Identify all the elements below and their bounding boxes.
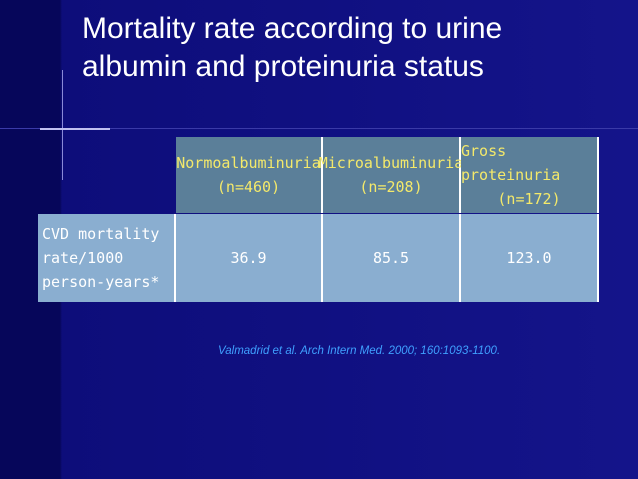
column-header: Gross proteinuria (n=172) xyxy=(461,137,599,213)
table-cell: 36.9 xyxy=(176,214,323,302)
cell-text: Microalbuminuria xyxy=(318,154,464,172)
table-cell: 123.0 xyxy=(461,214,599,302)
citation: Valmadrid et al. Arch Intern Med. 2000; … xyxy=(218,345,501,357)
title-line: albumin and proteinuria status xyxy=(82,50,484,83)
cell-text: rate/1000 xyxy=(42,249,124,267)
table-cell: 85.5 xyxy=(323,214,461,302)
cell-text: Normoalbuminuria xyxy=(176,154,321,172)
decor-line xyxy=(40,128,110,130)
title-line: Mortality rate according to urine xyxy=(82,12,503,45)
column-header: Normoalbuminuria (n=460) xyxy=(176,137,323,213)
cell-text: CVD mortality xyxy=(42,225,160,243)
cell-text: person-years* xyxy=(42,273,160,291)
decor-line xyxy=(62,70,63,180)
slide-title: Mortality rate according to urine albumi… xyxy=(82,10,502,86)
cell-text: (n=208) xyxy=(359,178,423,196)
row-label: CVD mortality rate/1000 person-years* xyxy=(38,214,176,302)
cell-text: Gross proteinuria xyxy=(461,142,561,184)
column-header: Microalbuminuria (n=208) xyxy=(319,137,463,213)
cell-text: (n=172) xyxy=(497,190,561,208)
cell-text: (n=460) xyxy=(216,178,281,196)
decor-line xyxy=(0,128,638,129)
